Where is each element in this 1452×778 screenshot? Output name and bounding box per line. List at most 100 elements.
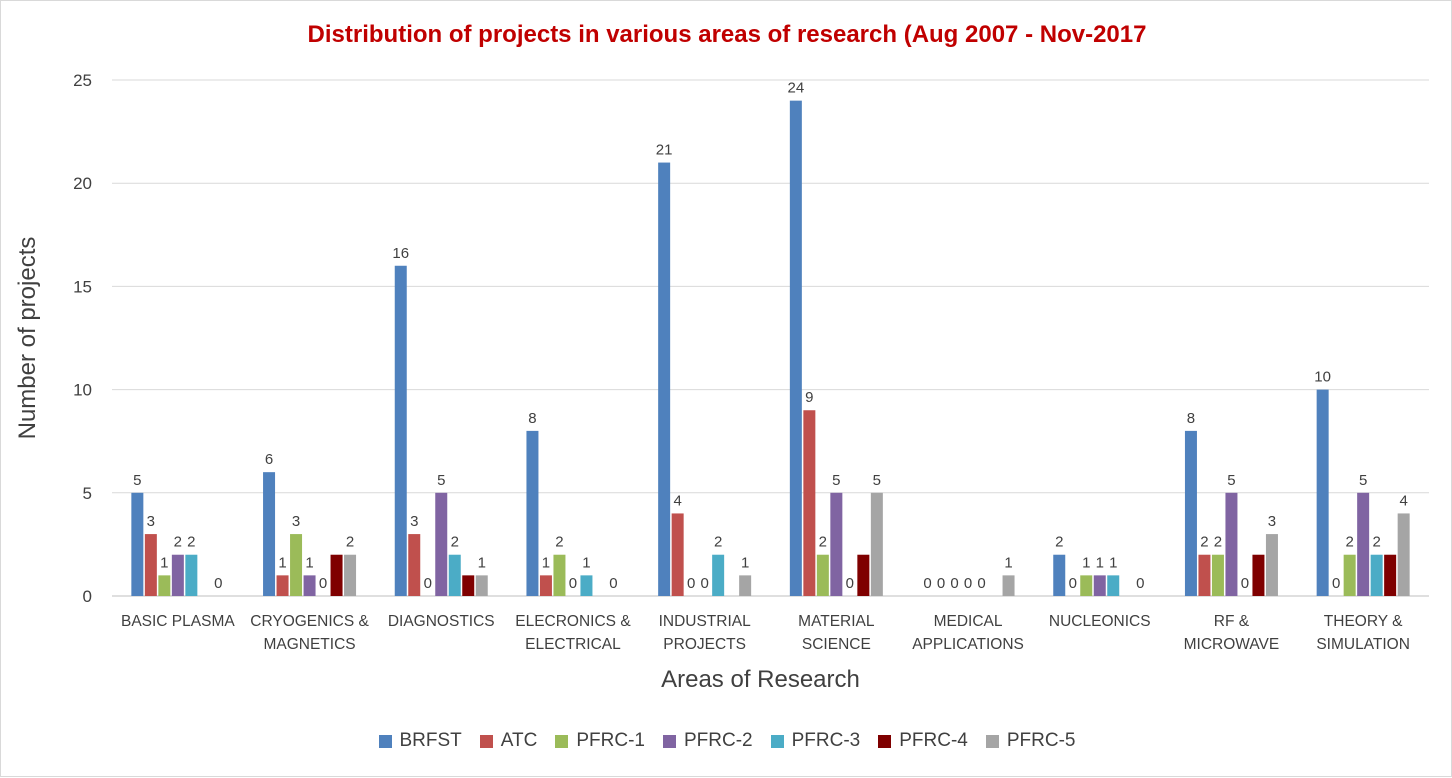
data-label: 1 — [741, 554, 749, 571]
x-tick-label: INDUSTRIAL — [659, 613, 752, 630]
bar — [1184, 430, 1197, 596]
bar — [803, 410, 816, 596]
data-label: 8 — [528, 410, 536, 427]
data-label: 1 — [478, 554, 486, 571]
legend-label: PFRC-4 — [899, 730, 968, 751]
legend-item: PFRC-1 — [555, 730, 645, 752]
data-label: 1 — [1004, 554, 1012, 571]
bar — [1080, 575, 1093, 596]
bar — [263, 472, 276, 596]
data-label: 2 — [1345, 534, 1353, 551]
x-tick-label: ELECRONICS & — [515, 613, 631, 630]
legend-item: PFRC-4 — [878, 730, 968, 752]
legend-swatch — [985, 734, 999, 748]
bar — [658, 162, 671, 596]
legend-item: PFRC-2 — [663, 730, 753, 752]
data-label: 0 — [319, 575, 327, 592]
data-label: 0 — [687, 575, 695, 592]
data-label: 0 — [846, 575, 854, 592]
x-tick-label: RF & — [1214, 613, 1250, 630]
bar — [580, 575, 593, 596]
bar — [1343, 554, 1356, 596]
legend-item: ATC — [479, 730, 538, 752]
data-label: 2 — [1372, 534, 1380, 551]
bar — [1211, 554, 1224, 596]
legend-item: BRFST — [378, 730, 462, 752]
data-label: 0 — [1332, 575, 1340, 592]
bar — [539, 575, 552, 596]
bar — [1093, 575, 1106, 596]
data-label: 4 — [673, 492, 681, 509]
bar — [857, 554, 870, 596]
bar — [816, 554, 829, 596]
legend-label: PFRC-2 — [684, 730, 753, 751]
bar — [1198, 554, 1211, 596]
data-label: 2 — [819, 534, 827, 551]
data-label: 2 — [174, 534, 182, 551]
x-tick-label: SIMULATION — [1316, 636, 1410, 653]
legend-swatch — [378, 734, 392, 748]
x-tick-label: PROJECTS — [663, 636, 746, 653]
data-label: 5 — [832, 472, 840, 489]
data-label: 2 — [1200, 534, 1208, 551]
data-label: 21 — [656, 142, 673, 159]
data-label: 16 — [392, 245, 409, 262]
data-label: 0 — [214, 575, 222, 592]
data-label: 0 — [424, 575, 432, 592]
data-label: 2 — [1214, 534, 1222, 551]
bar — [131, 492, 144, 596]
legend-swatch — [770, 734, 784, 748]
bar — [276, 575, 289, 596]
x-tick-label: THEORY & — [1324, 613, 1403, 630]
data-label: 8 — [1187, 410, 1195, 427]
data-label: 1 — [305, 554, 313, 571]
data-label: 0 — [609, 575, 617, 592]
bar — [526, 430, 539, 596]
legend-item: PFRC-5 — [985, 730, 1076, 752]
data-label: 0 — [950, 575, 958, 592]
bar — [1265, 534, 1278, 596]
data-label: 3 — [1268, 513, 1276, 530]
data-label: 3 — [292, 513, 300, 530]
y-tick-label: 15 — [73, 277, 92, 296]
data-label: 1 — [542, 554, 550, 571]
y-tick-label: 5 — [83, 484, 92, 503]
data-label: 24 — [788, 80, 805, 97]
legend-item: PFRC-3 — [770, 730, 860, 752]
x-tick-label: ELECTRICAL — [525, 636, 621, 653]
data-label: 0 — [700, 575, 708, 592]
bar — [553, 554, 566, 596]
data-label: 1 — [582, 554, 590, 571]
bar — [671, 513, 684, 596]
data-label: 2 — [451, 534, 459, 551]
x-tick-label: MATERIAL — [798, 613, 875, 630]
bar — [185, 554, 198, 596]
legend-label: ATC — [500, 730, 538, 751]
data-label: 0 — [1136, 575, 1144, 592]
bar — [1252, 554, 1265, 596]
bar — [870, 492, 883, 596]
bar — [1053, 554, 1066, 596]
chart-title: Distribution of projects in various area… — [307, 21, 1147, 48]
data-label: 2 — [555, 534, 563, 551]
x-tick-label: MAGNETICS — [263, 636, 355, 653]
bar — [344, 554, 357, 596]
data-label: 2 — [1055, 534, 1063, 551]
data-label: 3 — [147, 513, 155, 530]
data-label: 0 — [977, 575, 985, 592]
bar — [1225, 492, 1238, 596]
x-tick-label: NUCLEONICS — [1049, 613, 1151, 630]
data-label: 6 — [265, 451, 273, 468]
x-tick-label: SCIENCE — [802, 636, 871, 653]
data-label: 2 — [346, 534, 354, 551]
data-label: 1 — [1096, 554, 1104, 571]
chart-legend: BRFST ATC PFRC-1 PFRC-2 PFRC-3 PFRC-4 PFRC-5 — [1, 730, 1452, 752]
bar — [462, 575, 475, 596]
data-label: 2 — [714, 534, 722, 551]
data-label: 1 — [1109, 554, 1117, 571]
x-axis-title: Areas of Research — [661, 666, 860, 693]
bar — [475, 575, 488, 596]
bar — [144, 534, 157, 596]
legend-swatch — [663, 734, 676, 748]
data-label: 5 — [1227, 472, 1235, 489]
